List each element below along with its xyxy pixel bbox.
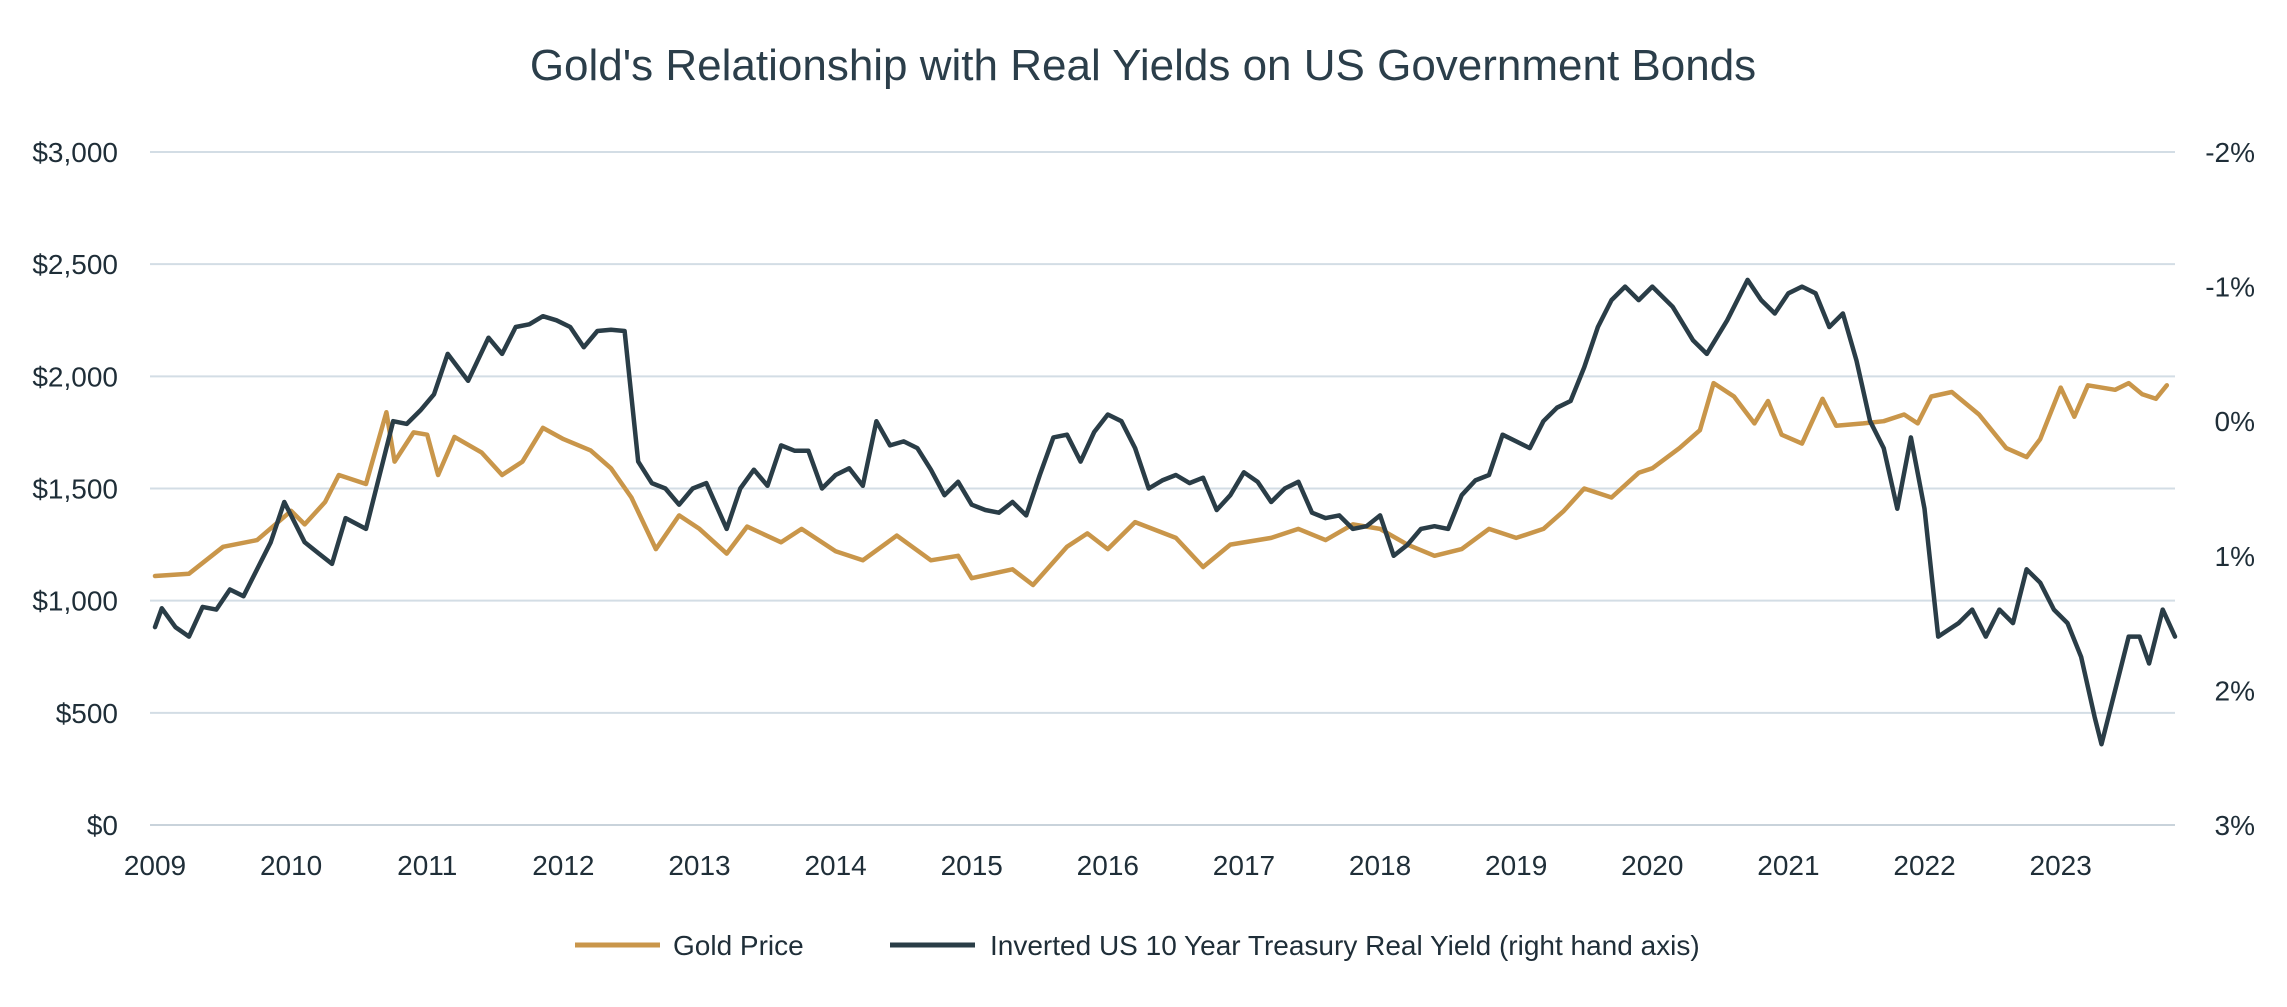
legend: Gold Price Inverted US 10 Year Treasury R… bbox=[575, 930, 1700, 961]
right-tick-label: -1% bbox=[2205, 272, 2255, 303]
x-tick-label: 2022 bbox=[1893, 850, 1955, 881]
x-tick-label: 2023 bbox=[2030, 850, 2092, 881]
x-tick-label: 2014 bbox=[804, 850, 866, 881]
chart-title: Gold's Relationship with Real Yields on … bbox=[530, 41, 1756, 90]
legend-label-gold: Gold Price bbox=[673, 930, 804, 961]
left-tick-label: $1,500 bbox=[32, 474, 118, 505]
x-tick-label: 2021 bbox=[1757, 850, 1819, 881]
gold-price-line bbox=[152, 380, 2170, 588]
x-tick-label: 2017 bbox=[1213, 850, 1275, 881]
x-tick-label: 2012 bbox=[532, 850, 594, 881]
x-axis: 2009 2010 2011 2012 2013 2014 2015 2016 2017 2018… bbox=[124, 850, 2092, 881]
left-tick-label: $2,000 bbox=[32, 361, 118, 392]
left-tick-label: $500 bbox=[56, 698, 118, 729]
right-tick-label: 0% bbox=[2215, 406, 2255, 437]
right-tick-label: 2% bbox=[2215, 675, 2255, 706]
right-tick-label: -2% bbox=[2205, 137, 2255, 168]
x-tick-label: 2013 bbox=[668, 850, 730, 881]
right-tick-label: 1% bbox=[2215, 541, 2255, 572]
left-tick-label: $2,500 bbox=[32, 249, 118, 280]
x-tick-label: 2009 bbox=[124, 850, 186, 881]
series-layer bbox=[152, 277, 2178, 747]
right-tick-label: 3% bbox=[2215, 810, 2255, 841]
x-tick-label: 2010 bbox=[260, 850, 322, 881]
legend-label-yield: Inverted US 10 Year Treasury Real Yield … bbox=[990, 930, 1700, 961]
left-tick-label: $3,000 bbox=[32, 137, 118, 168]
x-tick-label: 2015 bbox=[941, 850, 1003, 881]
x-tick-label: 2016 bbox=[1077, 850, 1139, 881]
left-tick-label: $1,000 bbox=[32, 586, 118, 617]
left-axis: $0 $500 $1,000 $1,500 $2,000 $2,500 $3,000 bbox=[32, 137, 118, 841]
x-tick-label: 2019 bbox=[1485, 850, 1547, 881]
x-tick-label: 2020 bbox=[1621, 850, 1683, 881]
real-yield-line bbox=[152, 277, 2178, 747]
left-tick-label: $0 bbox=[87, 810, 118, 841]
right-axis: 3% 2% 1% 0% -1% -2% bbox=[2205, 137, 2255, 841]
x-tick-label: 2011 bbox=[397, 850, 457, 881]
gridlines bbox=[150, 151, 2175, 826]
x-tick-label: 2018 bbox=[1349, 850, 1411, 881]
